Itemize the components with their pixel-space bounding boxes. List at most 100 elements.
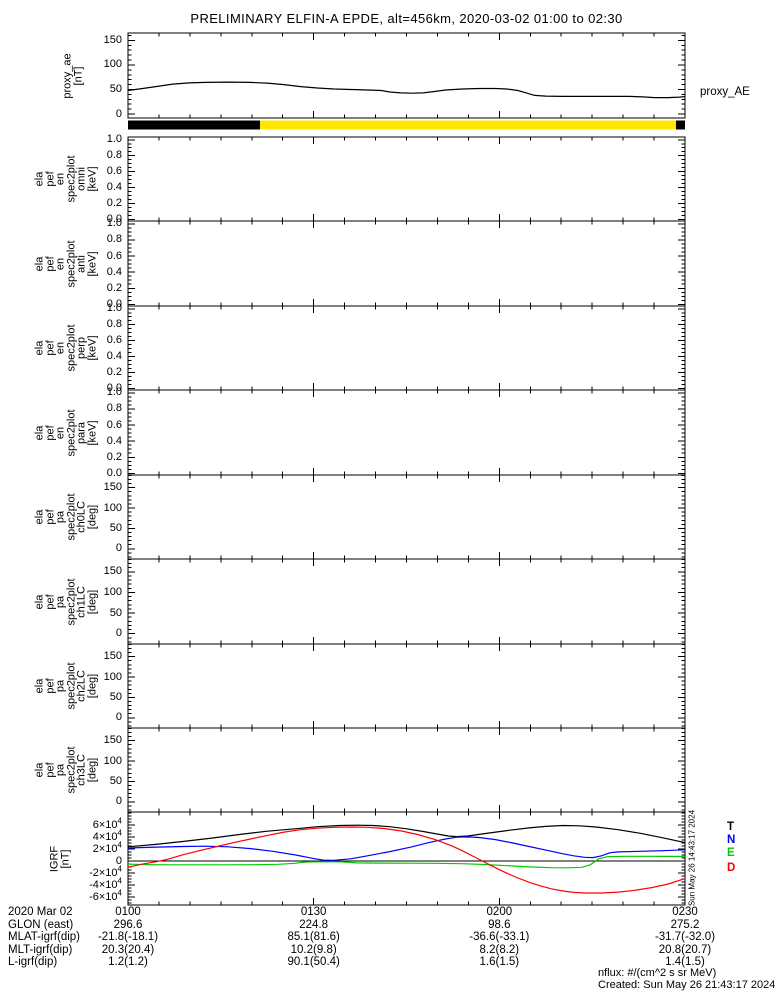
y-tick-label: 1.0: [106, 133, 122, 146]
panel-ela_pef_en_spec2plot_perp-frame: [127, 305, 686, 391]
series-N: [127, 836, 686, 861]
ephemeris-value: -36.6(-33.1): [469, 931, 530, 943]
y-tick-label: -2×104: [89, 864, 122, 879]
y-tick-label: 0.8: [106, 149, 122, 162]
ephemeris-value: 8.2(8.2): [479, 943, 520, 956]
y-tick-label: 0: [115, 854, 122, 867]
y-tick-label: 2×104: [92, 840, 122, 855]
y-tick-label: 0.2: [106, 450, 122, 463]
legend-E: E: [727, 847, 735, 859]
ephemeris-value: -21.8(-18.1): [97, 931, 159, 943]
ephemeris-value: 10.2(9.8): [290, 943, 337, 956]
y-tick-label: 0.0: [106, 381, 122, 394]
panel-ela_pef_en_spec2plot_anti-frame: [127, 220, 686, 307]
panel-ela_pef_pa_spec2plot_ch3LC-ylabel: ela pef pa spec2plot ch3LC [deg]: [33, 746, 99, 794]
y-tick-label: 0: [115, 795, 122, 808]
series-E: [127, 855, 686, 869]
panel-ela_pef_pa_spec2plot_ch2LC-ylabel: ela pef pa spec2plot ch2LC [deg]: [33, 662, 99, 710]
y-tick-label: 0.8: [106, 233, 122, 246]
panel-igrf-ylabel: IGRF [nT]: [48, 845, 72, 872]
y-tick-label: 50: [109, 606, 122, 619]
y-tick-label: 1.0: [106, 386, 122, 399]
panel-ela_pef_pa_spec2plot_ch3LC-frame: [127, 727, 686, 813]
panel-proxy_ae-frame: [127, 32, 686, 119]
panel-ela_pef_en_spec2plot_omni-ylabel: ela pef en spec2plot omni [keV]: [33, 155, 99, 203]
y-tick-label: 0: [115, 107, 122, 120]
ephemeris-value: 85.1(81.6): [287, 931, 340, 943]
y-tick-label: 100: [103, 58, 122, 71]
y-tick-label: 0.2: [106, 281, 122, 294]
ephemeris-value: -31.7(-32.0): [654, 931, 716, 943]
legend-T: T: [727, 821, 735, 833]
panel-ela_pef_pa_spec2plot_ch1LC-ylabel: ela pef pa spec2plot ch1LC [deg]: [33, 577, 99, 626]
flag-bar-segment-1: [260, 120, 677, 130]
y-tick-label: 100: [103, 501, 122, 514]
y-tick-label: 0.4: [106, 434, 122, 447]
y-tick-label: 150: [103, 481, 122, 494]
side-timestamp: Sun May 26 14:43:17 2024: [687, 809, 697, 907]
ephemeris-value: 20.8(20.7): [658, 943, 712, 956]
ephemeris-value: 224.8: [299, 918, 329, 931]
ephemeris-value: 296.6: [113, 918, 143, 931]
y-tick-label: -4×104: [89, 876, 122, 891]
y-tick-label: 4×104: [92, 828, 122, 843]
ephemeris-value: 90.1(50.4): [287, 956, 340, 968]
legend-D: D: [727, 862, 736, 874]
y-tick-label: 0.0: [106, 297, 122, 310]
ephemeris-row-label: 2020 Mar 02: [8, 906, 73, 918]
y-tick-label: 0.6: [106, 249, 122, 262]
y-tick-label: 0: [115, 627, 122, 640]
y-tick-label: 6×104: [92, 816, 122, 831]
y-tick-label: 0.0: [106, 466, 122, 479]
y-tick-label: 100: [103, 670, 122, 683]
y-tick-label: 0: [115, 711, 122, 724]
y-tick-label: 0.4: [106, 265, 122, 278]
y-tick-label: 0.6: [106, 418, 122, 431]
panel-ela_pef_pa_spec2plot_ch0LC-frame: [127, 474, 686, 560]
panel-ela_pef_pa_spec2plot_ch2LC-frame: [127, 643, 686, 729]
flag-bar-segment-2: [676, 120, 685, 130]
y-tick-label: 1.0: [106, 302, 122, 315]
ephemeris-row-label: MLAT-igrf(dip): [8, 931, 80, 943]
y-tick-label: 50: [109, 774, 122, 787]
series-D: [127, 826, 686, 894]
y-tick-label: 0.4: [106, 181, 122, 194]
y-tick-label: 100: [103, 585, 122, 598]
y-tick-label: 0.6: [106, 334, 122, 347]
ephemeris-value: 0200: [486, 906, 513, 918]
y-tick-label: 0.8: [106, 318, 122, 331]
y-tick-label: 1.0: [106, 217, 122, 230]
y-tick-label: 0: [115, 542, 122, 555]
panel-ela_pef_en_spec2plot_perp-ylabel: ela pef en spec2plot perp [keV]: [33, 324, 99, 372]
panel-ela_pef_pa_spec2plot_ch0LC-ylabel: ela pef pa spec2plot ch0LC [deg]: [33, 493, 99, 541]
series-proxy_AE: [127, 81, 686, 99]
y-tick-label: 150: [103, 734, 122, 747]
panel-ela_pef_en_spec2plot_anti-ylabel: ela pef en spec2plot anti [keV]: [33, 239, 99, 288]
ephemeris-value: 0230: [672, 906, 698, 918]
nflux-units-note: nflux: #/(cm^2 s sr MeV): [598, 967, 717, 979]
ephemeris-value: 20.3(20.4): [101, 943, 155, 956]
ephemeris-value: 1.6(1.5): [479, 956, 520, 968]
plot-title: PRELIMINARY ELFIN-A EPDE, alt=456km, 202…: [190, 11, 623, 26]
ephemeris-value: 1.4(1.5): [665, 956, 705, 968]
ephemeris-row-label: GLON (east): [8, 918, 74, 931]
y-tick-label: 0.8: [106, 402, 122, 415]
y-tick-label: 150: [103, 33, 122, 46]
panel-ela_pef_en_spec2plot_para-ylabel: ela pef en spec2plot para [keV]: [33, 408, 99, 457]
y-tick-label: 50: [109, 83, 122, 95]
ephemeris-value: 275.2: [670, 918, 700, 931]
y-tick-label: 100: [103, 754, 122, 767]
ephemeris-value: 1.2(1.2): [108, 956, 148, 968]
proxy-ae-line-label: proxy_AE: [700, 86, 750, 98]
ephemeris-value: 0130: [300, 906, 327, 918]
y-tick-label: 0.2: [106, 365, 122, 378]
created-timestamp: Created: Sun May 26 21:43:17 2024: [598, 979, 775, 991]
y-tick-label: 0.6: [106, 165, 122, 178]
y-tick-label: 50: [109, 690, 122, 703]
panel-ela_pef_en_spec2plot_omni-frame: [127, 136, 686, 222]
ephemeris-row-label: MLT-igrf(dip): [8, 943, 73, 956]
ephemeris-value: 0100: [115, 906, 141, 918]
y-tick-label: 0.2: [106, 196, 122, 209]
ephemeris-row-label: L-igrf(dip): [8, 956, 58, 968]
